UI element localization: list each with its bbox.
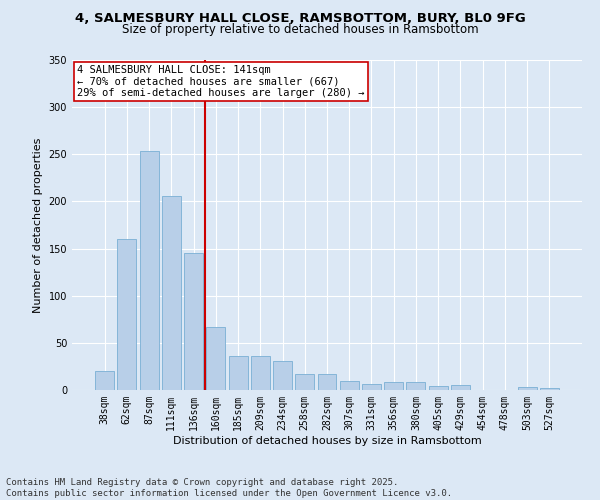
Text: Size of property relative to detached houses in Ramsbottom: Size of property relative to detached ho… bbox=[122, 22, 478, 36]
Text: Contains HM Land Registry data © Crown copyright and database right 2025.
Contai: Contains HM Land Registry data © Crown c… bbox=[6, 478, 452, 498]
Bar bbox=[451, 386, 470, 390]
Bar bbox=[429, 386, 448, 390]
Y-axis label: Number of detached properties: Number of detached properties bbox=[33, 138, 43, 312]
Bar bbox=[206, 327, 225, 390]
Text: 4 SALMESBURY HALL CLOSE: 141sqm
← 70% of detached houses are smaller (667)
29% o: 4 SALMESBURY HALL CLOSE: 141sqm ← 70% of… bbox=[77, 65, 365, 98]
Bar bbox=[406, 382, 425, 390]
Bar bbox=[295, 374, 314, 390]
Bar bbox=[140, 152, 158, 390]
X-axis label: Distribution of detached houses by size in Ramsbottom: Distribution of detached houses by size … bbox=[173, 436, 481, 446]
Bar bbox=[229, 356, 248, 390]
Bar bbox=[184, 254, 203, 390]
Bar bbox=[340, 380, 359, 390]
Text: 4, SALMESBURY HALL CLOSE, RAMSBOTTOM, BURY, BL0 9FG: 4, SALMESBURY HALL CLOSE, RAMSBOTTOM, BU… bbox=[74, 12, 526, 26]
Bar bbox=[384, 382, 403, 390]
Bar bbox=[273, 361, 292, 390]
Bar bbox=[251, 356, 270, 390]
Bar bbox=[118, 239, 136, 390]
Bar bbox=[362, 384, 381, 390]
Bar bbox=[317, 374, 337, 390]
Bar bbox=[95, 371, 114, 390]
Bar bbox=[162, 196, 181, 390]
Bar bbox=[540, 388, 559, 390]
Bar bbox=[518, 387, 536, 390]
